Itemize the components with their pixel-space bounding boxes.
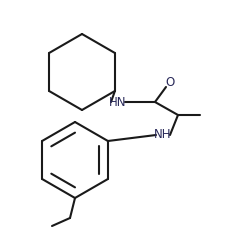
Text: O: O <box>165 76 174 90</box>
Text: HN: HN <box>109 96 126 108</box>
Text: NH: NH <box>154 128 171 141</box>
